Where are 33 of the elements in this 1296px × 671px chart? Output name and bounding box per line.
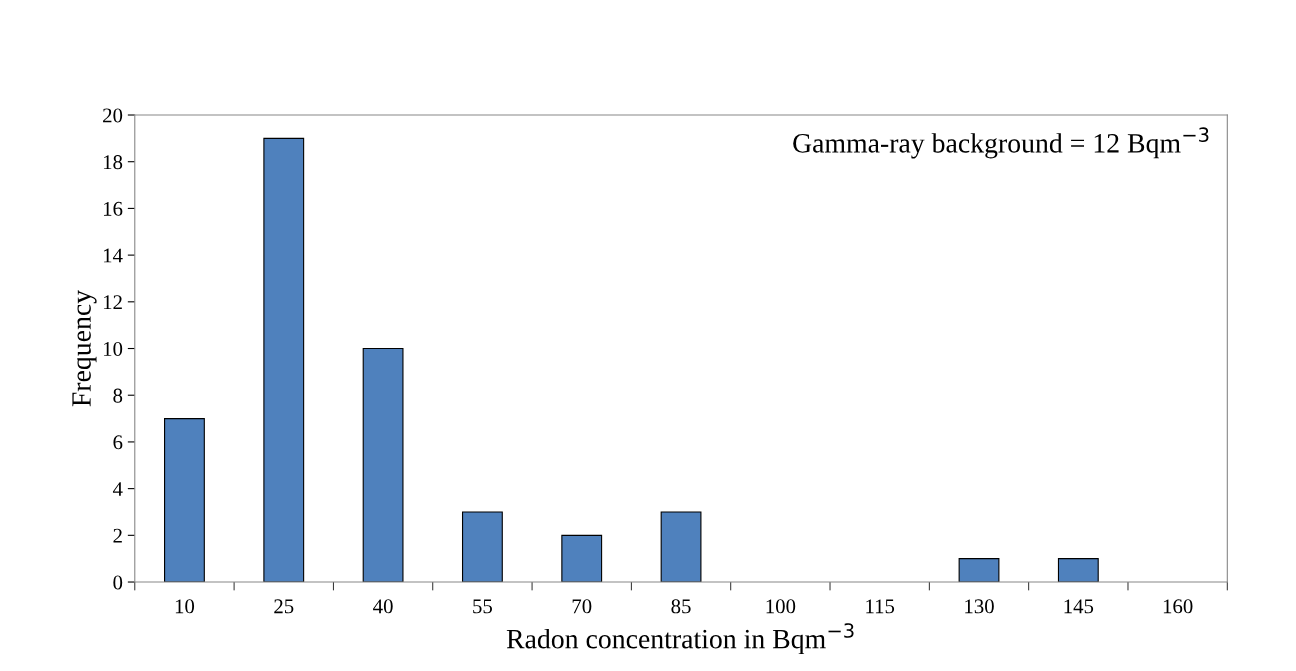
x-tick-label: 85: [671, 599, 691, 614]
bar: [461, 511, 503, 583]
x-tick-label: 145: [1064, 599, 1094, 614]
y-tick-label: 18: [103, 155, 123, 170]
x-tick-label: 130: [965, 599, 994, 614]
bar: [660, 511, 702, 583]
y-tick-label: 10: [103, 341, 123, 356]
y-tick-label: 12: [103, 295, 122, 310]
x-tick-label: 40: [373, 599, 393, 614]
x-tick-label: 70: [572, 599, 592, 614]
bar: [164, 418, 205, 583]
y-tick-label: 6: [113, 435, 123, 450]
bar: [1057, 558, 1099, 583]
y-tick-label: 14: [103, 248, 123, 263]
bar: [958, 558, 1000, 583]
x-axis-title: Radon concentration in Bqm$^{−3}$: [506, 623, 854, 655]
bar: [263, 137, 305, 583]
y-axis-title: Frequency: [72, 290, 97, 407]
x-tick-label: 25: [274, 599, 294, 614]
bar: [362, 347, 404, 583]
x-tick-label: 100: [766, 599, 796, 614]
y-tick-label: 4: [112, 482, 123, 496]
y-tick-label: 16: [103, 201, 123, 216]
annotation: Gamma-ray background = 12 Bqm$^{−3}$: [793, 127, 1209, 159]
x-tick-label: 55: [473, 599, 493, 614]
x-tick-label: 115: [866, 599, 895, 614]
y-tick-label: 20: [103, 108, 123, 123]
y-tick-label: 2: [113, 528, 122, 543]
x-tick-label: 10: [175, 599, 195, 614]
y-tick-label: 0: [113, 575, 123, 590]
x-tick-label: 160: [1163, 599, 1193, 614]
bar: [561, 534, 603, 583]
y-tick-label: 8: [113, 388, 123, 403]
